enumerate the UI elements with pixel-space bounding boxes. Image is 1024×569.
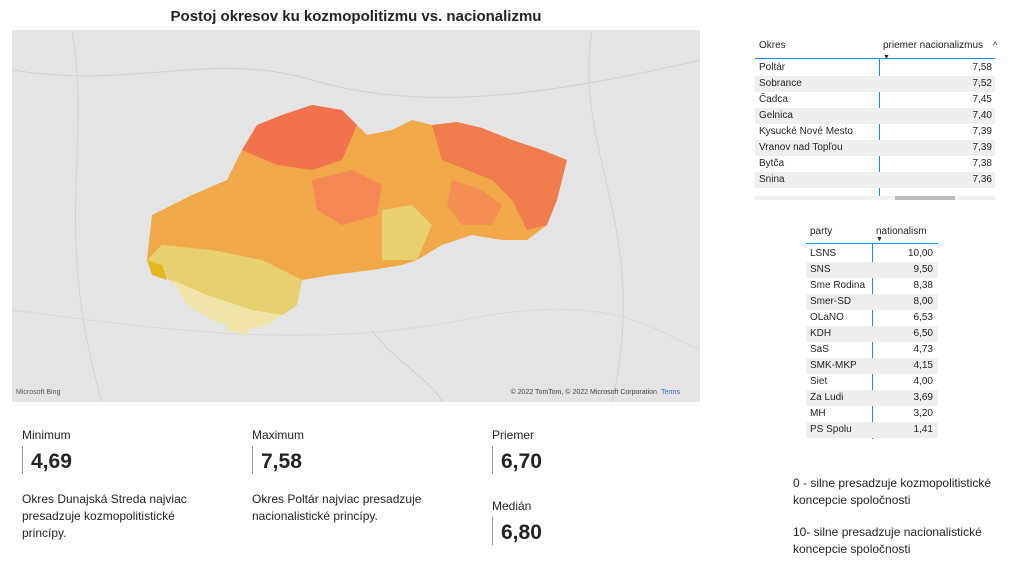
okres-table[interactable]: Okres priemer nacionalizmus ^ ▼ Poltár 7,…	[755, 36, 1000, 202]
table-row[interactable]: Bytča 7,38	[755, 156, 995, 172]
cell-value: 7,39	[972, 126, 992, 137]
kpi-priemer-label: Priemer	[492, 428, 535, 442]
party-column-header[interactable]: party	[810, 226, 833, 237]
cell-name: Gelnica	[759, 110, 793, 121]
kpi-minimum-label: Minimum	[22, 428, 71, 442]
party-nationalism-header[interactable]: nationalism	[876, 226, 927, 237]
table-row[interactable]: Sobrance 7,52	[755, 76, 995, 92]
table-row[interactable]: Čadca 7,45	[755, 92, 995, 108]
cell-value: 7,58	[972, 62, 992, 73]
kpi-maximum-note: Okres Poltár najviac presadzuje nacional…	[252, 492, 422, 523]
kpi-maximum-value: 7,58	[261, 450, 302, 473]
cell-value: 4,15	[913, 360, 933, 371]
cell-name: PS Spolu	[810, 424, 852, 435]
cell-name: Sme Rodina	[810, 280, 866, 291]
table-row[interactable]: SMK-MKP 4,15	[806, 358, 938, 374]
cell-value: 7,39	[972, 142, 992, 153]
cell-value: 7,52	[972, 78, 992, 89]
cell-name: Smer-SD	[810, 296, 852, 307]
kpi-median-value: 6,80	[501, 521, 542, 544]
cell-value: 8,38	[913, 280, 933, 291]
table-row[interactable]: Siet 4,00	[806, 374, 938, 390]
cell-name: OLaNO	[810, 312, 844, 323]
table-row[interactable]: PS Spolu 1,41	[806, 422, 938, 438]
table-row[interactable]: Sme Rodina 8,38	[806, 278, 938, 294]
horizontal-scrollbar[interactable]	[895, 196, 955, 200]
map-canvas	[12, 30, 700, 402]
cell-name: Čadca	[759, 94, 788, 105]
kpi-minimum-value: 4,69	[31, 450, 72, 473]
table-row[interactable]: LSNS 10,00	[806, 246, 938, 262]
table-row[interactable]: OLaNO 6,53	[806, 310, 938, 326]
legend-low: 0 - silne presadzuje kozmopolitistické k…	[793, 476, 992, 507]
cell-value: 4,73	[913, 344, 933, 355]
map-copyright: © 2022 TomTom, © 2022 Microsoft Corporat…	[510, 389, 680, 396]
cell-value: 6,50	[913, 328, 933, 339]
cell-value: 7,36	[972, 174, 992, 185]
cell-value: 9,50	[913, 264, 933, 275]
nationalism-column-header[interactable]: priemer nacionalizmus	[883, 40, 984, 51]
cell-name: KDH	[810, 328, 832, 339]
kpi-minimum-note: Okres Dunajská Streda najviac presadzuje…	[22, 492, 187, 540]
cell-value: 7,40	[972, 110, 992, 121]
cell-name: MH	[810, 408, 826, 419]
table-row[interactable]: Smer-SD 8,00	[806, 294, 938, 310]
kpi-priemer-value: 6,70	[501, 450, 542, 473]
legend-high: 10- silne presadzuje nacionalistické kon…	[793, 525, 982, 556]
cell-name: Bytča	[759, 158, 785, 169]
cell-name: SaS	[810, 344, 829, 355]
bing-logo: Microsoft Bing	[16, 389, 61, 396]
cell-name: Za Ludi	[810, 392, 844, 403]
cell-value: 4,00	[913, 376, 933, 387]
cell-value: 10,00	[907, 248, 933, 259]
table-row[interactable]: KDH 6,50	[806, 326, 938, 342]
cell-name: Snina	[759, 174, 785, 185]
sort-desc-icon: ▼	[883, 54, 890, 61]
table-row[interactable]: SNS 9,50	[806, 262, 938, 278]
terms-link[interactable]: Terms	[660, 389, 680, 396]
table-row[interactable]: MH 3,20	[806, 406, 938, 422]
map-visual[interactable]: Microsoft Bing © 2022 TomTom, © 2022 Mic…	[12, 30, 700, 402]
table-row[interactable]: Poltár 7,58	[755, 60, 995, 76]
cell-value: 8,00	[913, 296, 933, 307]
cell-name: Sobrance	[759, 78, 802, 89]
cell-value: 3,69	[913, 392, 933, 403]
cell-name: SNS	[810, 264, 831, 275]
cell-name: Vranov nad Topľou	[759, 142, 843, 153]
scroll-up-icon[interactable]: ^	[993, 40, 998, 50]
cell-value: 7,45	[972, 94, 992, 105]
cell-name: SMK-MKP	[810, 360, 857, 371]
cell-value: 7,38	[972, 158, 992, 169]
cell-name: LSNS	[810, 248, 837, 259]
table-row[interactable]: SaS 4,73	[806, 342, 938, 358]
kpi-maximum-label: Maximum	[252, 428, 305, 442]
table-row[interactable]: Snina 7,36	[755, 172, 995, 188]
table-row[interactable]: Gelnica 7,40	[755, 108, 995, 124]
kpi-median-label: Medián	[492, 499, 532, 513]
cell-value: 1,41	[913, 424, 933, 435]
party-sort-icon: ▼	[876, 236, 883, 243]
cell-name: Poltár	[759, 62, 786, 73]
table-row[interactable]: Kysucké Nové Mesto 7,39	[755, 124, 995, 140]
page-title: Postoj okresov ku kozmopolitizmu vs. nac…	[170, 8, 542, 25]
table-row[interactable]: Za Ludi 3,69	[806, 390, 938, 406]
okres-column-header[interactable]: Okres	[759, 40, 786, 51]
table-row[interactable]: Vranov nad Topľou 7,39	[755, 140, 995, 156]
cell-name: Kysucké Nové Mesto	[759, 126, 853, 137]
cell-value: 3,20	[913, 408, 933, 419]
party-table[interactable]: party nationalism ▼ LSNS 10,00 SNS 9,50 Sme …	[806, 222, 938, 440]
cell-name: Siet	[810, 376, 828, 387]
cell-value: 6,53	[913, 312, 933, 323]
